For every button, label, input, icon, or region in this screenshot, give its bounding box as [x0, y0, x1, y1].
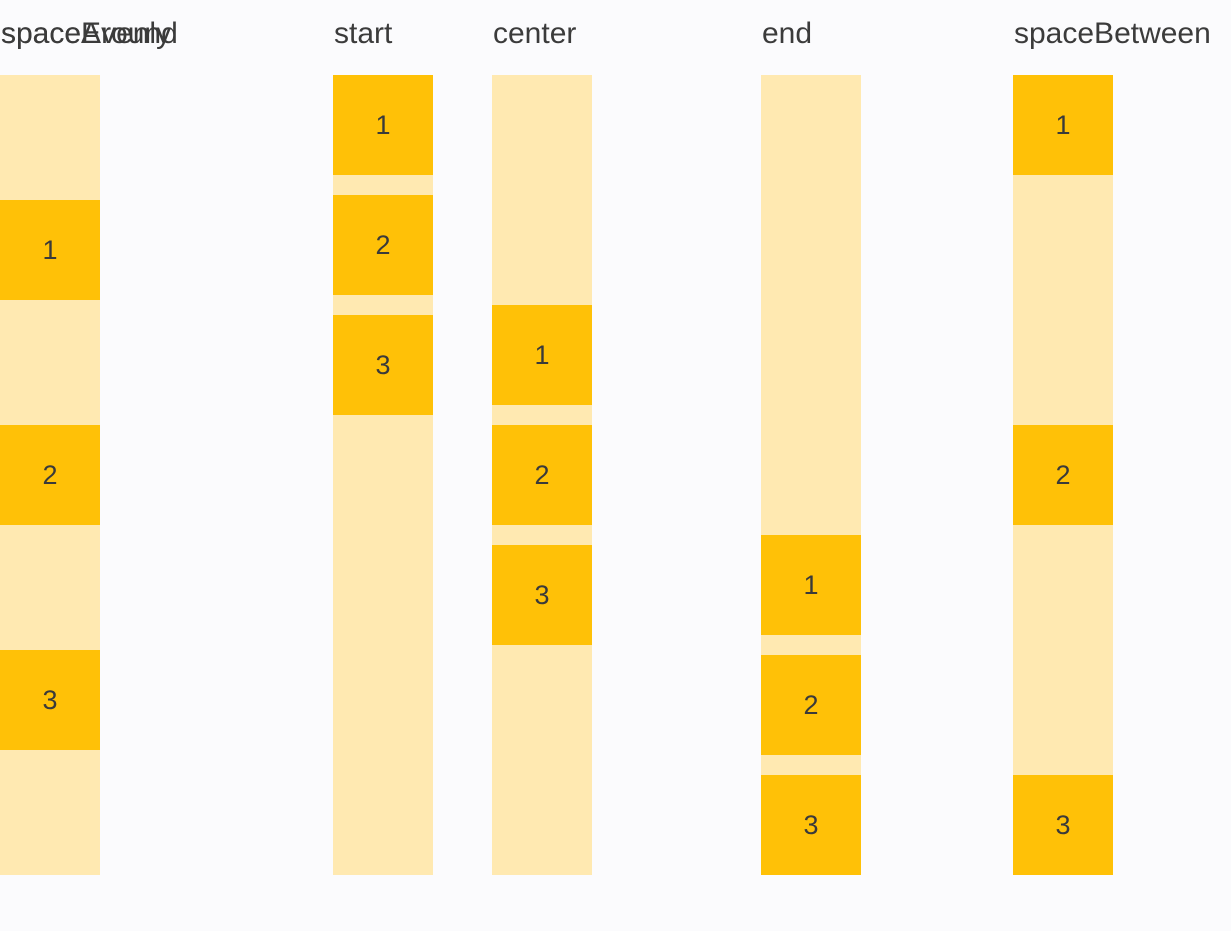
flex-item-box: 3 [492, 545, 592, 645]
flex-item-box: 2 [1013, 425, 1113, 525]
column-label: spaceBetween [1014, 17, 1211, 50]
alignment-track: 1 2 3 [333, 75, 433, 875]
column-start: start 1 2 3 [333, 14, 433, 875]
column-label: start [334, 17, 393, 50]
alignment-track: 1 2 3 [492, 75, 592, 875]
flex-item-box: 1 [492, 305, 592, 405]
flex-item-box: 2 [0, 425, 100, 525]
column-center: center 1 2 3 [492, 14, 592, 875]
column-spaceBetween: spaceBetween 1 2 3 [1013, 14, 1211, 875]
flex-item-box: 1 [761, 535, 861, 635]
flex-item-box: 2 [761, 655, 861, 755]
alignment-track: 1 2 3 [1013, 75, 1113, 875]
flex-item-box: 2 [333, 195, 433, 295]
flex-item-box: 1 [333, 75, 433, 175]
column-label: end [762, 17, 813, 50]
alignment-track: 1 2 3 [0, 75, 100, 875]
flex-item-box: 3 [761, 775, 861, 875]
flex-item-box: 1 [1013, 75, 1113, 175]
column-end: end 1 2 3 [761, 14, 861, 875]
flex-item-box: 2 [492, 425, 592, 525]
alignment-track: 1 2 3 [761, 75, 861, 875]
flex-item-box: 3 [1013, 775, 1113, 875]
flex-item-box: 3 [0, 650, 100, 750]
flex-item-box: 3 [333, 315, 433, 415]
column-label: spaceEvenly [1, 17, 172, 50]
column-spaceEvenly: spaceEvenly 1 2 3 [0, 14, 172, 875]
column-label: center [493, 17, 577, 50]
flex-item-box: 1 [0, 200, 100, 300]
